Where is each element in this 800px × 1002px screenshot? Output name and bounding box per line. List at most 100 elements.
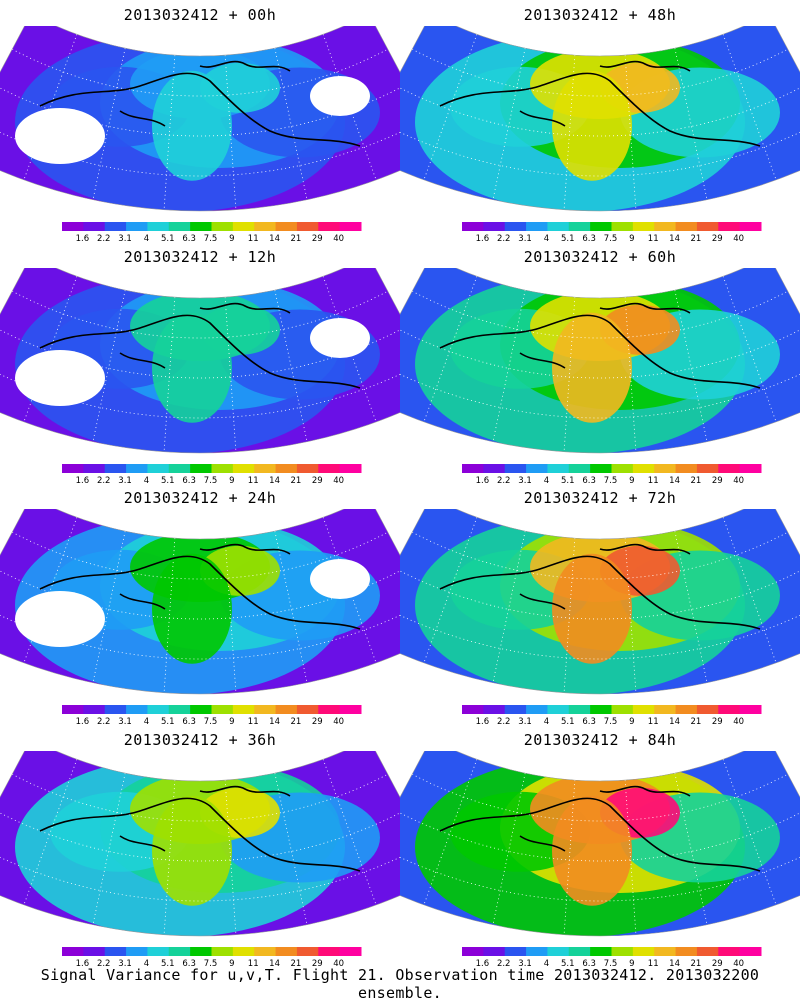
colorbar: 1.6 2.2 3.1 4 5.1 6.3 7.5 9 11 14 21 29 40 [62,222,362,244]
colorbar-label: 1.6 [76,959,90,969]
colorbar-swatch [62,705,84,714]
colorbar-label: 40 [333,476,344,486]
variance-map [0,26,400,212]
colorbar-swatch [275,464,298,473]
colorbar-label: 21 [291,959,302,969]
variance-map [400,751,800,937]
colorbar: 1.6 2.2 3.1 4 5.1 6.3 7.5 9 11 14 21 29 40 [462,464,762,486]
colorbar-swatch [526,947,548,956]
coastline [439,302,761,389]
colorbar-swatch [211,705,234,714]
colorbar-label: 4 [544,234,549,244]
colorbar-swatch [696,705,719,714]
colorbar-label: 6.3 [182,476,196,486]
coastline [39,60,361,147]
colorbar-label: 21 [691,717,702,727]
colorbar-swatch [275,222,298,231]
colorbar-swatch [62,222,84,231]
colorbar-swatch [296,705,319,714]
colorbar-label: 40 [333,959,344,969]
colorbar-swatch [526,705,548,714]
colorbar-swatch [318,464,341,473]
colorbar-label: 11 [648,959,659,969]
coastline [439,543,761,630]
colorbar-swatch [504,947,527,956]
colorbar-swatch [590,947,612,956]
colorbar-swatch [547,947,570,956]
colorbar-label: 3.1 [518,476,532,486]
figure-caption: Signal Variance for u,v,T. Flight 21. Ob… [40,966,760,1002]
colorbar-swatch [339,705,362,714]
colorbar-swatch [611,705,634,714]
colorbar-label: 4 [144,476,149,486]
colorbar-swatch [318,947,341,956]
colorbar-label: 5.1 [561,476,575,486]
colorbar-swatch [232,705,255,714]
colorbar-label: 2.2 [97,959,111,969]
colorbar-label: 1.6 [476,234,490,244]
coastline [39,302,361,389]
colorbar-swatch [654,222,677,231]
colorbar-swatch [296,222,319,231]
colorbar-label: 2.2 [497,234,511,244]
colorbar-label: 40 [733,717,744,727]
colorbar: 1.6 2.2 3.1 4 5.1 6.3 7.5 9 11 14 21 29 40 [462,947,762,969]
colorbar-swatch [483,947,506,956]
map-panel: 2013032412 + 00h 1.6 2.2 3.1 4 5.1 6.3 7.5 9 11 14… [0,0,400,244]
panel-title: 2013032412 + 60h [523,248,677,266]
colorbar-swatch [611,464,634,473]
colorbar-label: 14 [269,476,280,486]
colorbar-label: 4 [544,959,549,969]
colorbar-swatch [104,947,127,956]
colorbar-label: 7.5 [204,717,218,727]
map-panel: 2013032412 + 72h 1.6 2.2 3.1 4 5.1 6.3 7.5 9 11 14… [400,483,800,727]
coastline [39,785,361,872]
colorbar-label: 5.1 [561,234,575,244]
colorbar-swatch [568,705,591,714]
colorbar-swatch [718,705,741,714]
colorbar-label: 29 [312,717,323,727]
panel-title: 2013032412 + 36h [123,731,277,749]
colorbar-label: 21 [691,476,702,486]
colorbar-label: 5.1 [561,717,575,727]
colorbar-label: 14 [669,476,680,486]
colorbar-swatch [547,222,570,231]
colorbar-label: 21 [691,234,702,244]
colorbar-label: 7.5 [604,234,618,244]
colorbar-label: 14 [669,717,680,727]
colorbar-swatch [168,947,191,956]
colorbar: 1.6 2.2 3.1 4 5.1 6.3 7.5 9 11 14 21 29 40 [462,705,762,727]
colorbar-label: 11 [248,234,259,244]
colorbar-swatch [339,222,362,231]
colorbar-label: 21 [291,476,302,486]
colorbar-label: 21 [291,234,302,244]
colorbar-swatch [504,222,527,231]
colorbar-swatch [83,464,106,473]
colorbar: 1.6 2.2 3.1 4 5.1 6.3 7.5 9 11 14 21 29 40 [62,464,362,486]
colorbar-swatch [483,222,506,231]
variance-map [0,509,400,695]
panel-title: 2013032412 + 48h [523,6,677,24]
colorbar-swatch [318,705,341,714]
colorbar-swatch [232,464,255,473]
colorbar-swatch [339,947,362,956]
colorbar-label: 11 [648,717,659,727]
colorbar-swatch [190,947,212,956]
colorbar-swatch [568,464,591,473]
colorbar-swatch [62,947,84,956]
colorbar-label: 40 [733,959,744,969]
colorbar-swatch [696,947,719,956]
coastline [39,543,361,630]
colorbar-label: 1.6 [476,476,490,486]
colorbar-swatch [632,464,655,473]
colorbar-swatch [211,947,234,956]
colorbar-swatch [211,222,234,231]
colorbar-label: 6.3 [582,234,596,244]
colorbar-label: 4 [144,959,149,969]
colorbar-swatch [147,222,170,231]
colorbar-swatch [126,464,148,473]
colorbar-swatch [739,222,762,231]
colorbar-label: 9 [629,717,634,727]
colorbar-label: 3.1 [118,476,132,486]
panel-title: 2013032412 + 00h [123,6,277,24]
